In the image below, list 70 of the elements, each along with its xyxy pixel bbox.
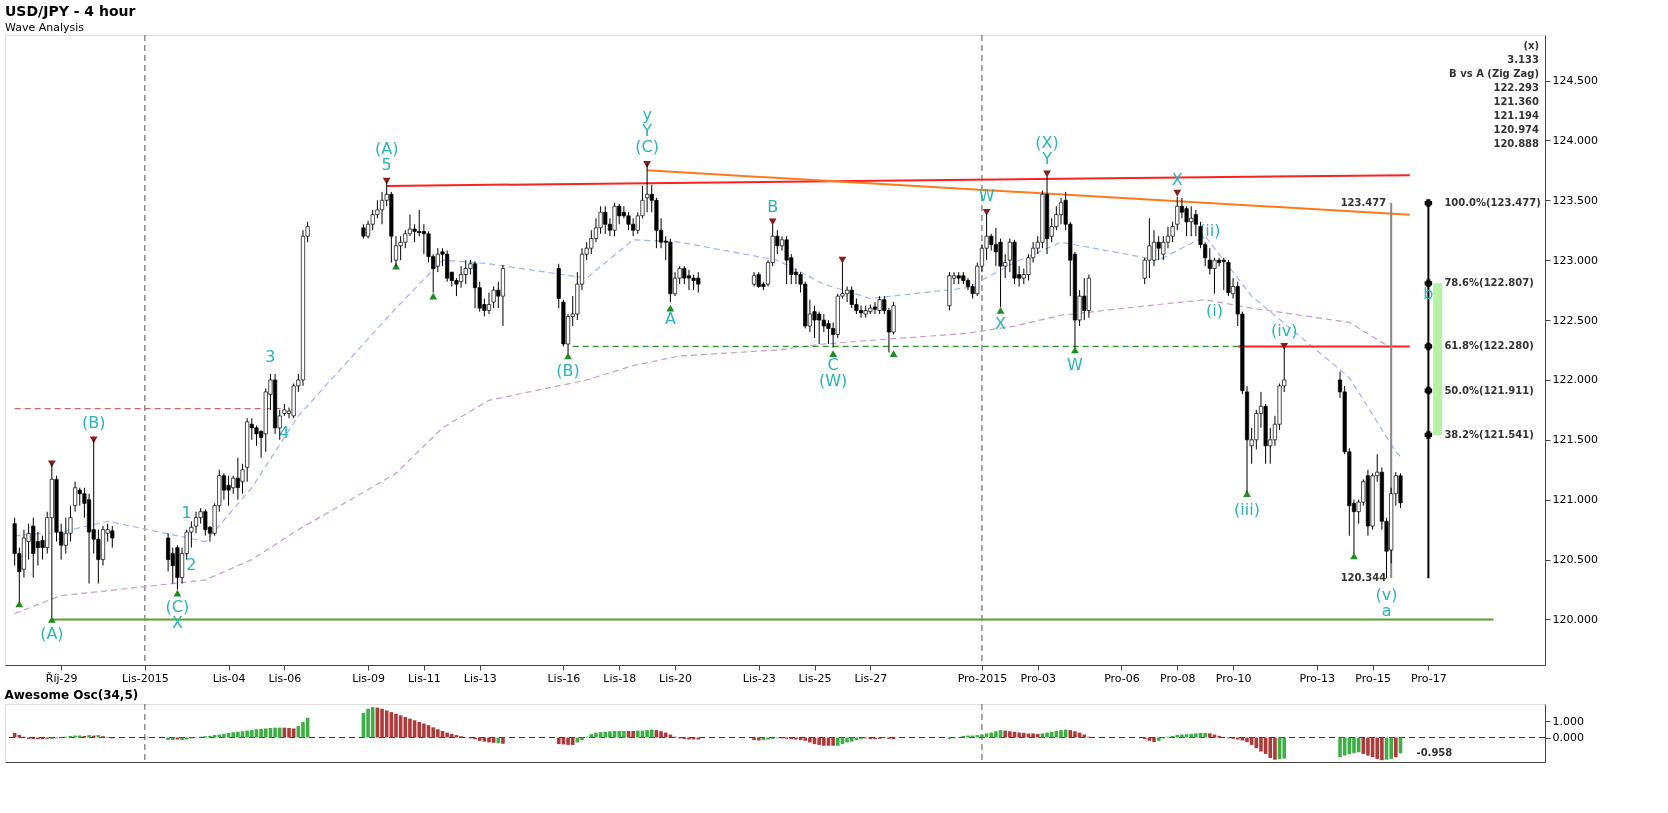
annotation: 121.360 [1493, 96, 1540, 107]
y-tick-label: 122.000 [1552, 373, 1598, 387]
annotation: (x) [1523, 40, 1539, 51]
x-tick-label: Lis-09 [352, 671, 386, 685]
annotation: 121.194 [1493, 110, 1540, 121]
x-tick-label: Pro-2015 [957, 671, 1008, 685]
x-tick-label: Pro-06 [1104, 671, 1140, 685]
x-tick-label: Pro-17 [1411, 671, 1447, 685]
annotation: B [767, 197, 779, 217]
y-tick-label: 1.000 [1552, 714, 1584, 728]
annotation: (C) [165, 596, 190, 616]
y-tick-label: 122.500 [1552, 313, 1598, 327]
y-tick-label: 124.500 [1552, 74, 1598, 88]
annotation: (iv) [1271, 320, 1298, 340]
x-tick-label: Lis-04 [212, 671, 246, 685]
annotation: (B) [81, 412, 106, 432]
y-tick-label: 120.500 [1552, 553, 1598, 567]
y-tick-label: 124.000 [1552, 133, 1598, 147]
x-tick-label: Lis-25 [798, 671, 832, 685]
annotation: 120.888 [1493, 138, 1540, 149]
annotation: B vs A (Zig Zag) [1449, 68, 1539, 79]
data-label: 50.0%(121.911) [1444, 384, 1534, 396]
x-tick-label: Pro-03 [1020, 671, 1057, 685]
chart-title: USD/JPY - 4 hour [5, 2, 136, 19]
chart-title: Awesome Osc(34,5) [4, 687, 139, 702]
y-tick-label: 120.000 [1552, 612, 1598, 626]
x-tick-label: Lis-13 [463, 671, 497, 685]
annotation: 2 [186, 554, 197, 574]
annotation: (C) [635, 137, 659, 157]
annotation: A [664, 309, 676, 329]
annotation: W [978, 186, 995, 206]
x-tick-label: Lis-11 [407, 671, 441, 685]
x-tick-label: Lis-16 [547, 671, 581, 685]
y-tick-label: 123.000 [1552, 253, 1598, 267]
x-tick-label: Lis-06 [268, 671, 302, 685]
x-tick-label: Lis-20 [659, 671, 692, 685]
annotation: X [995, 313, 1007, 333]
data-label: 78.6%(122.807) [1444, 277, 1534, 289]
annotation: (A) [40, 624, 64, 644]
x-tick-label: Lis-2015 [121, 671, 169, 685]
x-tick-label: Lis-18 [603, 671, 637, 685]
annotation: 1 [181, 502, 192, 522]
data-label: 61.8%(122.280) [1444, 340, 1534, 352]
annotation: 3 [265, 346, 276, 366]
annotation: 4 [279, 422, 290, 442]
y-tick-label: 0.000 [1552, 731, 1584, 745]
annotation: 120.974 [1493, 124, 1540, 135]
annotation: W [1067, 354, 1084, 374]
data-label: 100.0%(123.477) [1444, 197, 1541, 209]
annotation: 122.293 [1493, 82, 1540, 93]
data-label: 123.477 [1340, 197, 1387, 209]
annotation: (iii) [1234, 499, 1260, 519]
y-tick-label: 123.500 [1552, 193, 1598, 207]
x-tick-label: Pro-15 [1355, 671, 1391, 685]
annotation: (B) [556, 360, 580, 380]
data-label: 120.344 [1340, 572, 1387, 584]
x-tick-label: Lis-23 [742, 671, 776, 685]
annotation: (i) [1206, 300, 1223, 320]
x-tick-label: Říj-29 [45, 671, 78, 685]
x-tick-label: Pro-10 [1215, 671, 1252, 685]
x-tick-label: Lis-27 [854, 671, 888, 685]
chart-subtitle: Wave Analysis [5, 20, 85, 34]
data-label: 38.2%(121.541) [1444, 428, 1534, 440]
annotation: -0.958 [1416, 747, 1453, 759]
y-tick-label: 121.500 [1552, 433, 1598, 447]
x-tick-label: Pro-08 [1159, 671, 1196, 685]
y-tick-label: 121.000 [1552, 493, 1598, 507]
annotation: y [642, 105, 652, 125]
annotation: 3.133 [1507, 54, 1540, 65]
x-tick-label: Pro-13 [1299, 671, 1336, 685]
